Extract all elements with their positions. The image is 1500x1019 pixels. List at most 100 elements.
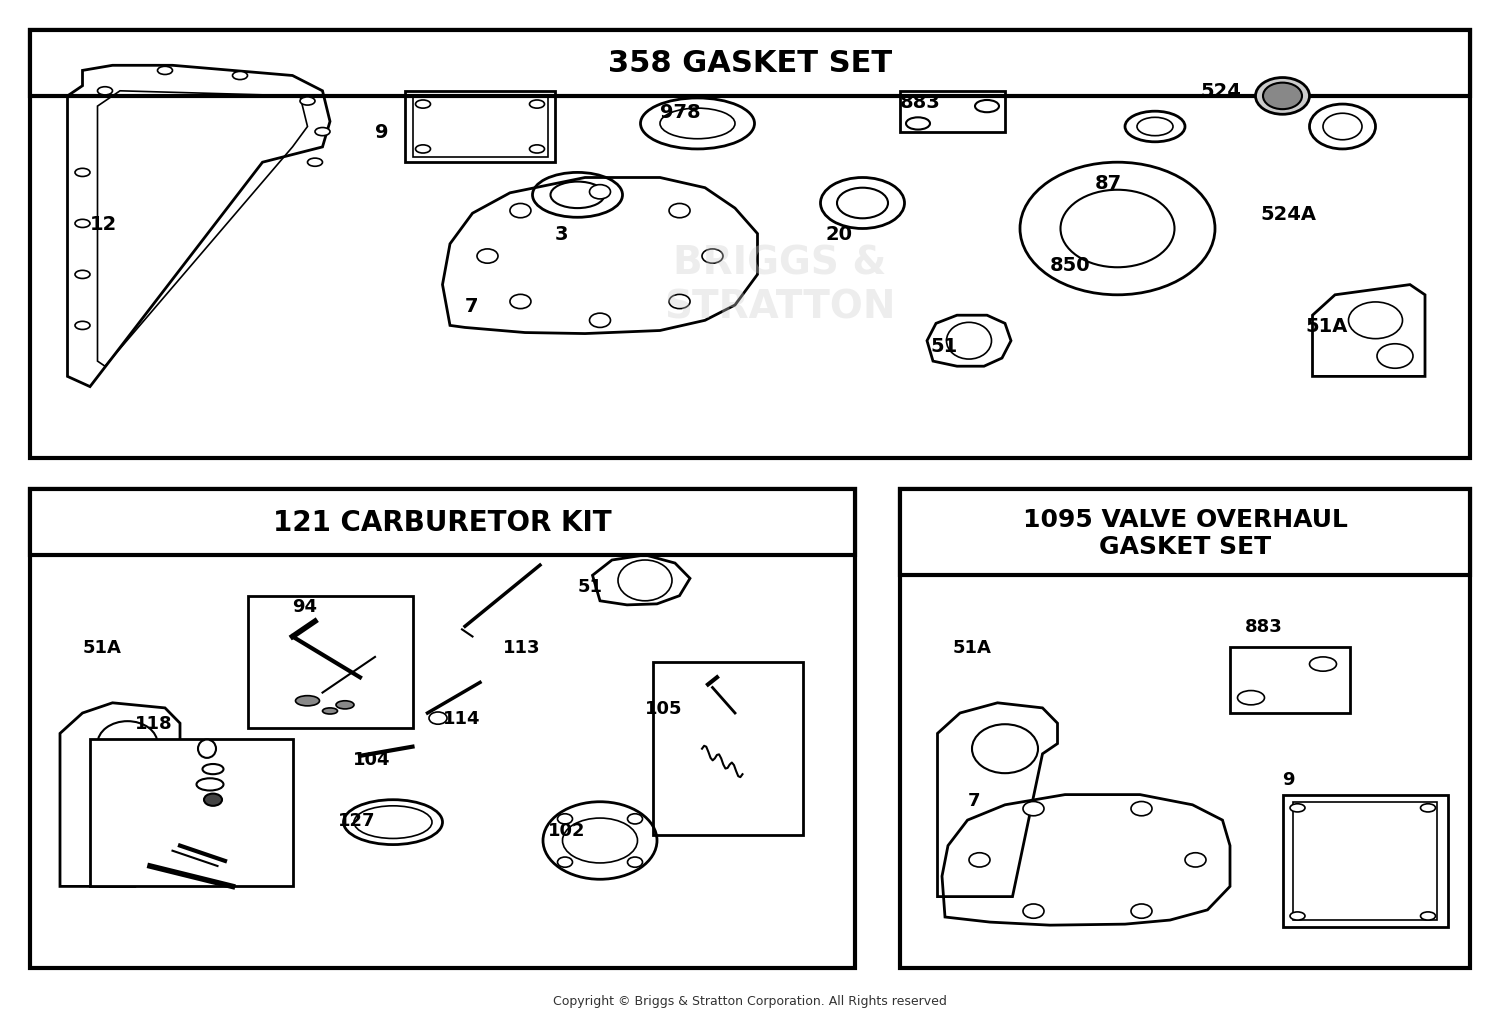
Text: 121 CARBURETOR KIT: 121 CARBURETOR KIT xyxy=(273,508,612,537)
Ellipse shape xyxy=(627,814,642,824)
Ellipse shape xyxy=(204,794,222,806)
Bar xyxy=(30,31,1470,459)
Ellipse shape xyxy=(906,118,930,130)
Text: 1095 VALVE OVERHAUL
GASKET SET: 1095 VALVE OVERHAUL GASKET SET xyxy=(1023,507,1347,558)
Ellipse shape xyxy=(1060,191,1174,268)
Text: 524A: 524A xyxy=(1260,205,1316,223)
Ellipse shape xyxy=(1256,78,1310,115)
Ellipse shape xyxy=(429,712,447,725)
Text: BRIGGS &
STRATTON: BRIGGS & STRATTON xyxy=(664,245,896,326)
Text: 12: 12 xyxy=(90,215,117,233)
Text: 51: 51 xyxy=(930,337,957,356)
Text: 7: 7 xyxy=(968,791,980,809)
Ellipse shape xyxy=(322,708,338,714)
Ellipse shape xyxy=(1310,105,1376,150)
Ellipse shape xyxy=(669,204,690,218)
Ellipse shape xyxy=(669,296,690,310)
Text: 105: 105 xyxy=(645,699,682,717)
Ellipse shape xyxy=(315,128,330,137)
Text: 114: 114 xyxy=(442,709,480,728)
Text: 9: 9 xyxy=(375,123,388,142)
Text: 104: 104 xyxy=(352,750,390,768)
Text: 7: 7 xyxy=(465,297,478,315)
Text: 883: 883 xyxy=(900,93,940,111)
Text: 9: 9 xyxy=(1282,770,1294,789)
Ellipse shape xyxy=(1263,84,1302,110)
Ellipse shape xyxy=(296,696,320,706)
Text: 524: 524 xyxy=(1200,83,1240,101)
Ellipse shape xyxy=(1377,344,1413,369)
Ellipse shape xyxy=(510,296,531,310)
Text: 51A: 51A xyxy=(82,638,122,656)
Ellipse shape xyxy=(627,857,642,867)
Bar xyxy=(652,662,802,836)
Ellipse shape xyxy=(1137,118,1173,137)
Ellipse shape xyxy=(98,88,112,96)
Ellipse shape xyxy=(562,818,638,863)
Ellipse shape xyxy=(1023,904,1044,918)
Ellipse shape xyxy=(344,800,442,845)
Ellipse shape xyxy=(336,701,354,709)
Ellipse shape xyxy=(702,250,723,264)
Text: 94: 94 xyxy=(292,597,318,615)
Bar xyxy=(900,489,1470,968)
Ellipse shape xyxy=(416,101,430,109)
Ellipse shape xyxy=(837,189,888,219)
Ellipse shape xyxy=(1323,114,1362,141)
Ellipse shape xyxy=(558,814,573,824)
Ellipse shape xyxy=(660,109,735,140)
Ellipse shape xyxy=(640,99,754,150)
Ellipse shape xyxy=(1290,804,1305,812)
Text: 978: 978 xyxy=(660,103,700,121)
Ellipse shape xyxy=(618,560,672,601)
Ellipse shape xyxy=(1348,303,1402,339)
Ellipse shape xyxy=(1238,691,1264,705)
Ellipse shape xyxy=(477,250,498,264)
Ellipse shape xyxy=(75,322,90,330)
Ellipse shape xyxy=(198,740,216,758)
Ellipse shape xyxy=(558,857,573,867)
Ellipse shape xyxy=(975,101,999,113)
Bar xyxy=(248,596,412,729)
Ellipse shape xyxy=(354,806,432,839)
Text: 51A: 51A xyxy=(1305,317,1347,335)
Text: 20: 20 xyxy=(825,225,852,244)
Ellipse shape xyxy=(1131,904,1152,918)
Ellipse shape xyxy=(308,159,322,167)
Ellipse shape xyxy=(1125,112,1185,143)
Bar xyxy=(1282,795,1448,927)
Ellipse shape xyxy=(821,178,904,229)
Ellipse shape xyxy=(530,101,544,109)
Ellipse shape xyxy=(232,72,248,81)
Bar xyxy=(30,489,855,968)
Ellipse shape xyxy=(1023,802,1044,816)
Text: 3: 3 xyxy=(555,225,568,244)
Ellipse shape xyxy=(300,98,315,106)
Ellipse shape xyxy=(969,853,990,867)
Ellipse shape xyxy=(75,271,90,279)
Ellipse shape xyxy=(98,721,158,766)
Text: 102: 102 xyxy=(548,821,585,840)
Ellipse shape xyxy=(532,173,622,218)
Text: 358 GASKET SET: 358 GASKET SET xyxy=(608,49,892,77)
Ellipse shape xyxy=(530,146,544,154)
Ellipse shape xyxy=(1420,912,1436,920)
Ellipse shape xyxy=(1310,657,1336,672)
Text: 118: 118 xyxy=(135,714,172,733)
Bar xyxy=(30,31,1470,97)
Bar xyxy=(90,739,292,887)
Text: 127: 127 xyxy=(338,811,375,829)
Text: 850: 850 xyxy=(1050,256,1090,274)
Ellipse shape xyxy=(75,220,90,228)
Ellipse shape xyxy=(510,204,531,218)
Ellipse shape xyxy=(1420,804,1436,812)
Ellipse shape xyxy=(550,182,604,209)
Ellipse shape xyxy=(1131,802,1152,816)
Ellipse shape xyxy=(590,314,610,328)
Ellipse shape xyxy=(972,725,1038,773)
Ellipse shape xyxy=(1020,163,1215,296)
Ellipse shape xyxy=(196,779,223,791)
Text: 87: 87 xyxy=(1095,174,1122,193)
Text: 883: 883 xyxy=(1245,618,1282,636)
Bar xyxy=(30,489,855,555)
